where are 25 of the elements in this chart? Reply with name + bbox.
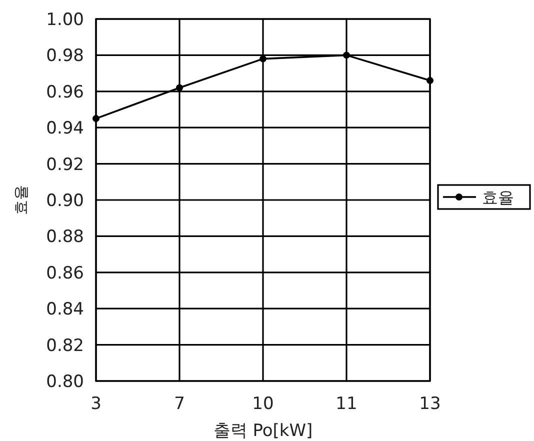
point [92,115,100,122]
y-tick-label: 0.94 [46,118,84,139]
y-tick-label: 1.00 [46,10,84,30]
point [260,55,266,62]
x-tick-label: 11 [336,394,358,414]
y-tick-label: 0.88 [46,227,84,248]
x-tick-label: 13 [419,394,441,414]
y-tick-label: 0.90 [46,191,84,211]
legend: 효율 [437,184,531,210]
point [176,84,183,92]
y-axis-title: 효율 [12,185,30,215]
y-tick-label: 0.84 [46,300,84,320]
y-tick-label: 0.92 [46,154,84,175]
x-tick-label: 10 [252,394,274,414]
x-axis-title: 출력 Po[kW] [213,421,313,441]
point [343,52,350,59]
y-tick-label: 0.82 [46,336,84,356]
y-tick-label: 0.96 [46,82,84,102]
y-tick-label: 0.80 [46,372,84,392]
y-tick-label: 0.86 [46,263,84,284]
y-tick-label: 0.98 [46,46,84,66]
x-tick-label: 3 [90,394,102,414]
point [426,77,434,84]
x-tick-label: 7 [174,394,185,414]
legend-label: 효율 [482,188,514,207]
